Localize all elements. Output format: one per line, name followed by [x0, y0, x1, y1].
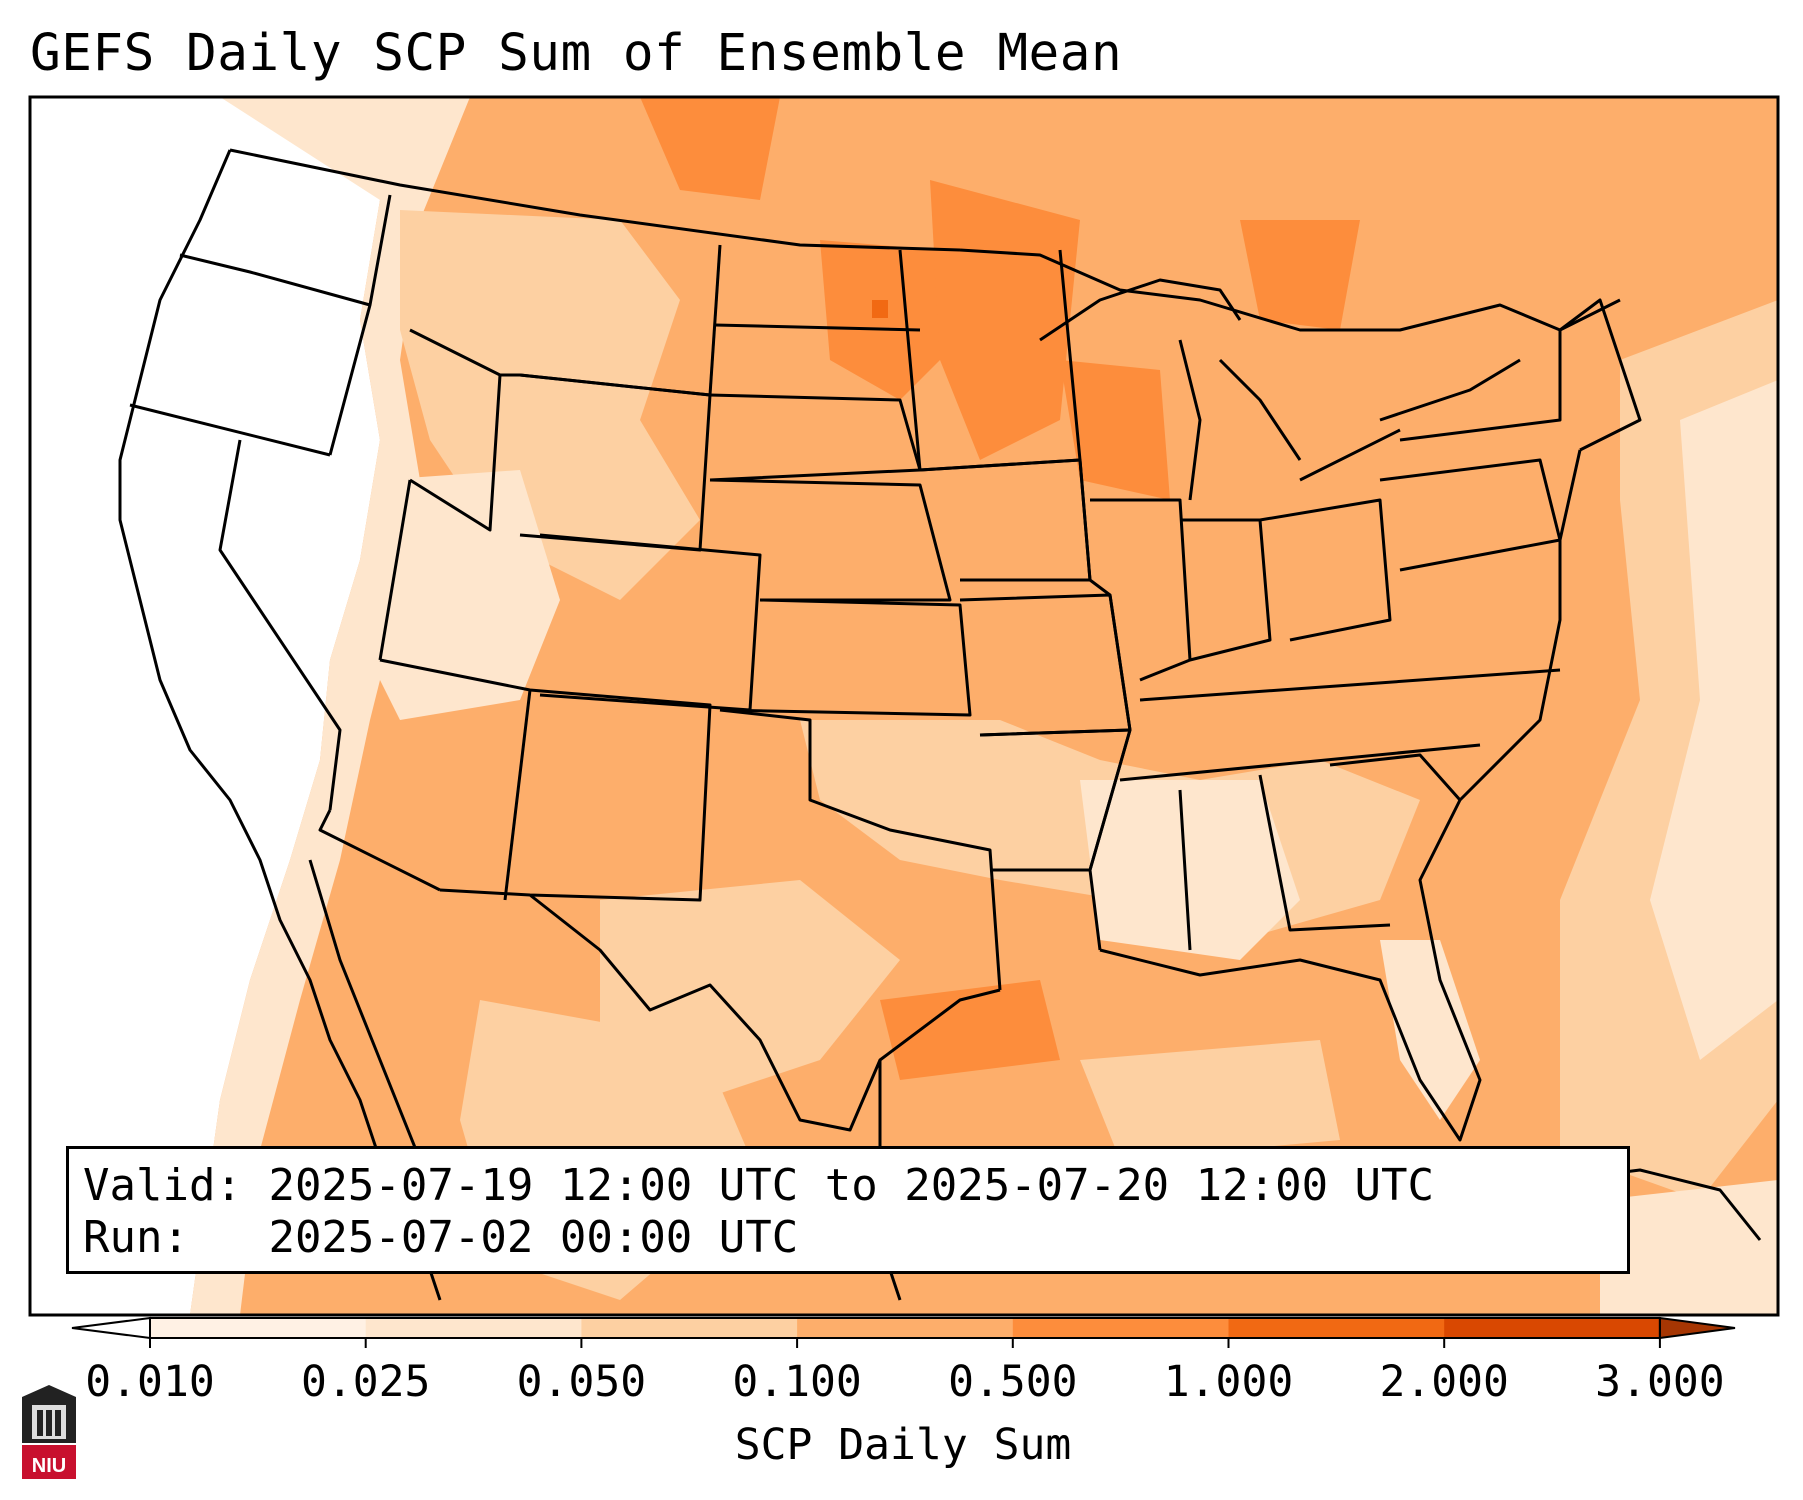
tennessee-south	[1119, 743, 1481, 782]
alabama-georgia	[1178, 774, 1391, 951]
great-lakes-michigan	[1178, 339, 1302, 501]
nevada-utah	[378, 479, 412, 661]
illinois	[1090, 498, 1192, 682]
valid-value: 2025-07-19 12:00 UTC to 2025-07-20 12:00…	[268, 1160, 1435, 1211]
scp-field-west-light	[190, 97, 470, 1315]
colorbar-tick-label: 0.050	[516, 1357, 647, 1407]
scp-field-wisconsin-high	[1060, 360, 1170, 500]
pennsylvania	[1379, 458, 1562, 572]
scp-field-caribbean-white	[1600, 1180, 1778, 1315]
dakotas	[709, 393, 922, 482]
scp-field-west-low	[30, 97, 430, 1315]
scp-field-gulf-light	[1080, 1040, 1340, 1160]
scp-field-gulf-high	[880, 980, 1060, 1080]
nebraska	[709, 478, 952, 602]
colorbar-extend-max	[1658, 1316, 1736, 1340]
canada-border-east	[959, 248, 1621, 332]
arizona-west	[318, 809, 441, 892]
colorbar-tick-label: 1.000	[1163, 1357, 1294, 1407]
colorbar-segment	[150, 1318, 367, 1338]
colorbar	[71, 1316, 1736, 1348]
run-label: Run:	[83, 1212, 189, 1263]
scp-field-northern-plains-high	[820, 240, 960, 400]
colorbar-extend-min	[71, 1316, 151, 1340]
scp-field-utah-light	[360, 470, 560, 720]
kansas-oklahoma	[719, 598, 972, 717]
oklahoma-texas	[719, 708, 1002, 991]
colorado-box	[539, 533, 762, 712]
valid-line: Valid: 2025-07-19 12:00 UTC to 2025-07-2…	[83, 1159, 1434, 1213]
idaho-west	[328, 194, 392, 456]
scp-field-canada-high	[640, 97, 780, 200]
ohio	[1259, 498, 1392, 642]
colorbar-segment	[1012, 1318, 1229, 1338]
great-lakes-erie	[1299, 358, 1521, 482]
scp-field-mississippi-light	[1080, 780, 1300, 960]
washington-oregon	[179, 253, 371, 307]
nevada-border	[218, 439, 342, 811]
great-lakes-superior	[1039, 278, 1242, 342]
oregon-california	[129, 403, 331, 457]
map-frame	[28, 95, 1780, 1317]
colorbar-tick-label: 3.000	[1595, 1357, 1725, 1407]
nm-arizona	[503, 689, 532, 901]
colorbar-tick-label: 2.000	[1379, 1357, 1509, 1407]
colorbar-segment	[1444, 1318, 1661, 1338]
colorbar-tick-label: 0.500	[948, 1357, 1078, 1407]
montana-south	[409, 328, 711, 397]
coastline-west	[118, 149, 442, 1301]
colorbar-label: SCP Daily Sum	[734, 1420, 1072, 1470]
colorbar-tick-label: 0.100	[732, 1357, 862, 1407]
niu-logo-icon: NIU	[22, 1385, 76, 1479]
montana-east	[708, 244, 722, 396]
colorbar-tick-label: 0.025	[300, 1357, 431, 1407]
scp-field-florida-light	[1380, 940, 1480, 1120]
valid-label: Valid:	[83, 1160, 242, 1211]
texas-coast-border	[529, 893, 1001, 1132]
east-coast	[1099, 449, 1582, 1142]
arizona-new-mexico	[379, 658, 712, 902]
scp-field-max-cell	[872, 300, 888, 318]
political-borders	[118, 148, 1762, 1301]
colorbar-segment	[797, 1318, 1014, 1338]
colorbar-segment	[581, 1318, 798, 1338]
dakota-split	[714, 323, 921, 332]
colorbar-outline	[149, 1317, 1661, 1339]
map-title: GEFS Daily SCP Sum of Ensemble Mean	[30, 24, 1123, 83]
indiana-ohio	[1180, 518, 1272, 662]
mississippi-river	[1078, 459, 1132, 951]
colorbar-segment	[365, 1318, 582, 1338]
colorbar-tick-label: 0.010	[85, 1357, 215, 1407]
new-york	[1399, 330, 1562, 442]
run-value: 2025-07-02 00:00 UTC	[268, 1212, 799, 1263]
niu-logo-text: NIU	[32, 1455, 66, 1477]
utah-wyoming	[409, 374, 502, 532]
carolinas	[1329, 753, 1462, 801]
scp-field-atlantic-lighter	[1650, 380, 1778, 1060]
kentucky-tennessee	[1139, 668, 1561, 702]
run-line: Run: 2025-07-02 00:00 UTC	[83, 1211, 798, 1265]
scp-field-ontario-high	[1240, 220, 1360, 330]
valid-run-info-box: Valid: 2025-07-19 12:00 UTC to 2025-07-2…	[66, 1146, 1630, 1274]
new-england	[1559, 298, 1642, 452]
colorbar-segment	[1228, 1318, 1445, 1338]
canada-border-west	[229, 148, 961, 252]
